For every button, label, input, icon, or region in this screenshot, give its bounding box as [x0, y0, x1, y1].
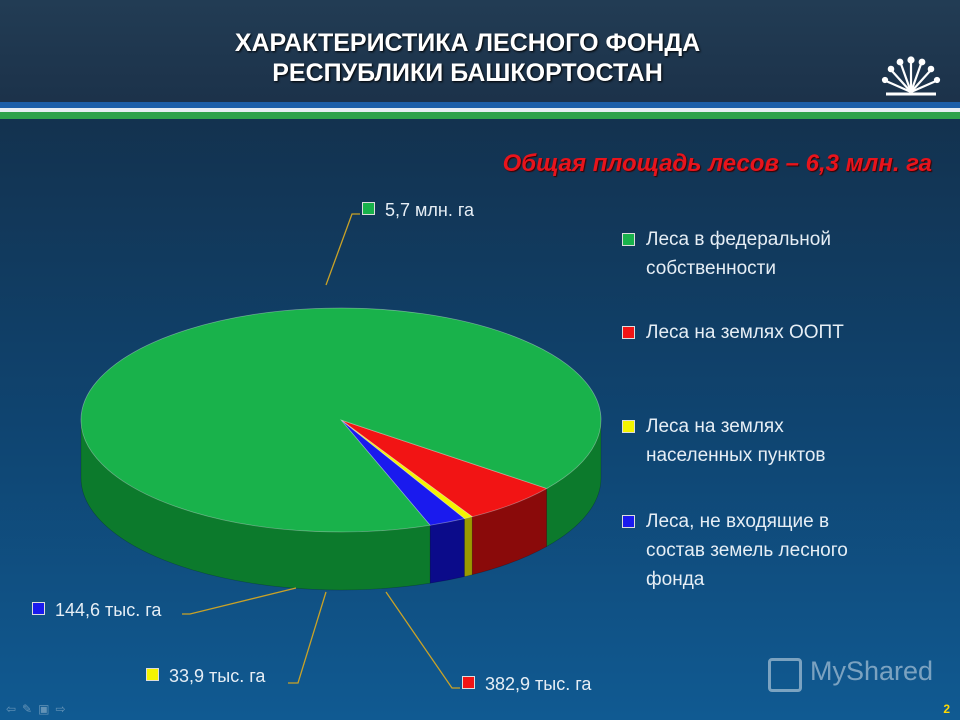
leader-line-federal: [325, 213, 360, 286]
pie-slice-0: [80, 307, 602, 533]
header-stripe-green: [0, 112, 960, 119]
data-label-text: 382,9 тыс. га: [485, 674, 592, 694]
sun-flower-logo-icon: [881, 56, 941, 96]
chart-subtitle: Общая площадь лесов – 6,3 млн. га: [502, 150, 932, 177]
legend-label: населенных пунктов: [646, 445, 826, 466]
legend-swatch-green: [622, 233, 635, 246]
legend-label: собственности: [646, 258, 776, 279]
page-title: ХАРАКТЕРИСТИКА ЛЕСНОГО ФОНДА РЕСПУБЛИКИ …: [0, 28, 935, 88]
pie-side-2: [464, 516, 473, 577]
legend-label: фонда: [646, 569, 705, 590]
data-label-swatch: [362, 202, 375, 215]
data-label-settlements: 33,9 тыс. га: [146, 666, 265, 687]
data-label-text: 5,7 млн. га: [385, 200, 475, 220]
watermark: MyShared: [768, 656, 933, 687]
header-stripe-blue: [0, 102, 960, 108]
page-title-line1: ХАРАКТЕРИСТИКА ЛЕСНОГО ФОНДА: [234, 29, 701, 57]
pie-slice-3: [340, 419, 466, 526]
data-label-swatch: [32, 602, 45, 615]
pie-side-3: [429, 518, 465, 584]
data-label-swatch: [462, 676, 475, 689]
data-label-nonforest: 144,6 тыс. га: [32, 600, 161, 621]
header-stripe-white: [0, 108, 960, 112]
data-label-text: 144,6 тыс. га: [55, 600, 162, 620]
legend-label: Леса на землях: [646, 416, 784, 437]
data-label-oopt: 382,9 тыс. га: [462, 674, 591, 695]
data-label-text: 33,9 тыс. га: [169, 666, 266, 686]
watermark-text: MyShared: [810, 656, 934, 686]
leader-line-oopt: [385, 591, 460, 689]
slide-nav-icons[interactable]: ⇦✎▣⇨: [6, 702, 72, 716]
legend-label: Леса на землях ООПТ: [646, 322, 844, 343]
page-title-line2: РЕСПУБЛИКИ БАШКОРТОСТАН: [272, 59, 663, 87]
watermark-logo-icon: [768, 658, 802, 692]
leader-line-settlements: [288, 591, 327, 684]
legend-swatch-red: [622, 326, 635, 339]
legend-label: Леса, не входящие в: [646, 511, 830, 532]
legend-swatch-yellow: [622, 420, 635, 433]
page-number: 2: [943, 702, 950, 716]
slide-header: [0, 0, 960, 112]
legend-label: состав земель лесного: [646, 540, 848, 561]
data-label-swatch: [146, 668, 159, 681]
data-label-federal: 5,7 млн. га: [362, 200, 474, 221]
legend-label: Леса в федеральной: [646, 229, 831, 250]
legend-swatch-blue: [622, 515, 635, 528]
pie-slice-1: [340, 419, 548, 518]
pie-slice-2: [340, 419, 474, 520]
leader-line-nonforest: [182, 587, 297, 615]
